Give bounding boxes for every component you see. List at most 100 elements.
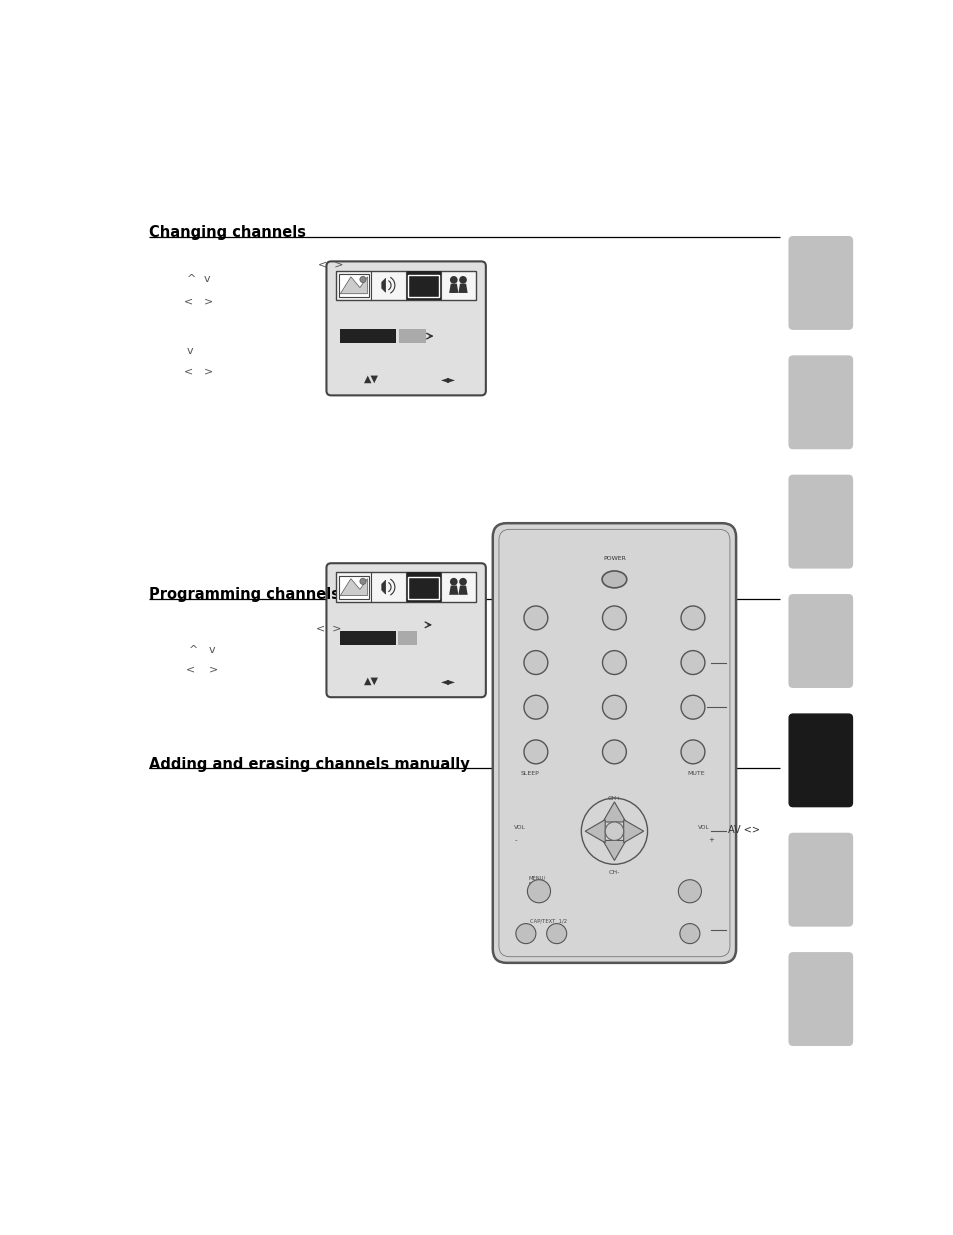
FancyBboxPatch shape [787, 594, 852, 688]
Circle shape [458, 275, 466, 284]
FancyBboxPatch shape [493, 524, 736, 963]
Polygon shape [458, 284, 467, 293]
Text: 7: 7 [533, 699, 537, 708]
FancyBboxPatch shape [407, 577, 439, 599]
Text: EXIT: EXIT [679, 883, 691, 888]
Text: <  >: < > [317, 259, 343, 270]
Text: VOL: VOL [514, 825, 525, 830]
FancyBboxPatch shape [787, 714, 852, 808]
Bar [336, 270, 476, 300]
Text: ▲▼: ▲▼ [363, 374, 378, 384]
Text: 6: 6 [690, 655, 695, 663]
Text: ^: ^ [189, 645, 198, 655]
Text: CH-: CH- [608, 871, 619, 876]
Circle shape [602, 740, 626, 763]
Text: Changing channels: Changing channels [149, 225, 305, 240]
FancyBboxPatch shape [326, 563, 485, 698]
Text: RECALL: RECALL [682, 746, 702, 751]
Circle shape [604, 823, 623, 841]
Text: ▲▼: ▲▼ [363, 676, 378, 685]
Text: 2: 2 [612, 610, 617, 619]
Text: POWER: POWER [602, 556, 625, 561]
Text: -: - [514, 837, 517, 844]
Circle shape [602, 695, 626, 719]
Text: <: < [185, 664, 194, 674]
Bar [340, 330, 395, 343]
Text: >: > [209, 664, 217, 674]
FancyBboxPatch shape [407, 275, 439, 296]
Circle shape [359, 578, 366, 584]
Bar [406, 573, 440, 601]
Polygon shape [602, 802, 625, 823]
Circle shape [450, 275, 457, 284]
Text: +: + [708, 837, 714, 844]
Circle shape [602, 606, 626, 630]
Text: v: v [204, 274, 211, 284]
Text: ◄►: ◄► [440, 676, 456, 685]
Text: 4: 4 [533, 655, 537, 663]
Text: CAP/TEXT  1/2: CAP/TEXT 1/2 [529, 918, 566, 924]
Bar [338, 576, 369, 599]
Polygon shape [584, 820, 604, 842]
Text: <: < [184, 296, 193, 306]
Circle shape [680, 606, 704, 630]
Text: MUTE: MUTE [687, 771, 704, 776]
FancyBboxPatch shape [326, 262, 485, 395]
Circle shape [680, 740, 704, 763]
Circle shape [602, 651, 626, 674]
Text: 1: 1 [533, 610, 537, 619]
Text: VOL: VOL [697, 825, 709, 830]
Polygon shape [602, 841, 625, 861]
Text: 9: 9 [690, 699, 695, 708]
Circle shape [523, 695, 547, 719]
Circle shape [680, 651, 704, 674]
Bar [336, 573, 476, 601]
Text: v: v [209, 645, 215, 655]
Text: Programming channels automatically: Programming channels automatically [149, 587, 456, 603]
Circle shape [527, 879, 550, 903]
Polygon shape [458, 585, 467, 595]
Circle shape [450, 578, 457, 585]
Polygon shape [381, 580, 385, 594]
Text: CH+: CH+ [607, 795, 621, 800]
Polygon shape [449, 585, 458, 595]
Bar [406, 270, 440, 300]
Text: SLEEP: SLEEP [520, 771, 538, 776]
FancyBboxPatch shape [787, 236, 852, 330]
Text: <  >: < > [315, 624, 341, 634]
Text: <: < [184, 366, 193, 377]
Text: 8: 8 [612, 699, 617, 708]
Circle shape [680, 695, 704, 719]
Text: 5: 5 [612, 655, 617, 663]
Text: >: > [204, 296, 213, 306]
FancyBboxPatch shape [787, 474, 852, 568]
Circle shape [546, 924, 566, 944]
Text: Adding and erasing channels manually: Adding and erasing channels manually [149, 757, 469, 772]
Text: 3: 3 [690, 610, 695, 619]
Circle shape [359, 277, 366, 283]
Bar [398, 330, 425, 343]
Polygon shape [381, 278, 385, 293]
Text: v: v [187, 346, 193, 356]
Text: ◄►: ◄► [440, 374, 456, 384]
Text: AV <>: AV <> [727, 825, 759, 835]
Circle shape [516, 924, 536, 944]
Circle shape [679, 924, 700, 944]
Bar [397, 631, 416, 645]
Circle shape [458, 578, 466, 585]
Text: MENU/
ENTER: MENU/ ENTER [528, 876, 545, 887]
FancyBboxPatch shape [787, 356, 852, 450]
Polygon shape [449, 284, 458, 293]
Text: ^: ^ [187, 274, 196, 284]
FancyBboxPatch shape [787, 832, 852, 926]
Circle shape [523, 651, 547, 674]
Polygon shape [340, 579, 367, 595]
Polygon shape [623, 820, 643, 842]
Text: >: > [204, 366, 213, 377]
Circle shape [678, 879, 700, 903]
Text: 0: 0 [533, 743, 537, 752]
Ellipse shape [601, 571, 626, 588]
Circle shape [523, 740, 547, 763]
FancyBboxPatch shape [787, 952, 852, 1046]
Text: 100: 100 [606, 743, 621, 752]
